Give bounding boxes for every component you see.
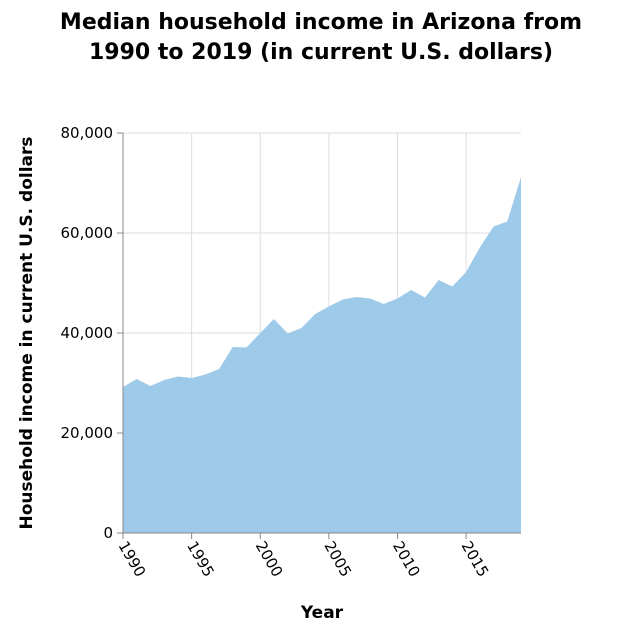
x-tick-label: 1990: [115, 538, 150, 580]
x-axis-title: Year: [300, 603, 344, 623]
chart-title-line-2: 1990 to 2019 (in current U.S. dollars): [89, 40, 553, 65]
chart-title-line-1: Median household income in Arizona from: [60, 10, 582, 35]
y-tick-label: 0: [103, 524, 113, 542]
y-axis-title: Household income in current U.S. dollars: [17, 136, 37, 529]
chart-title: Median household income in Arizona from …: [60, 10, 582, 65]
x-tick-label: 2005: [320, 538, 355, 580]
x-tick-label: 2015: [458, 538, 493, 580]
y-tick-label: 80,000: [61, 124, 114, 142]
x-tick-label: 1995: [183, 538, 218, 580]
y-tick-label: 20,000: [61, 424, 114, 442]
y-tick-label: 40,000: [61, 324, 114, 342]
y-tick-label: 60,000: [61, 224, 114, 242]
income-area: [123, 177, 521, 533]
x-tick-label: 2010: [389, 538, 424, 580]
x-tick-label: 2000: [252, 538, 287, 580]
